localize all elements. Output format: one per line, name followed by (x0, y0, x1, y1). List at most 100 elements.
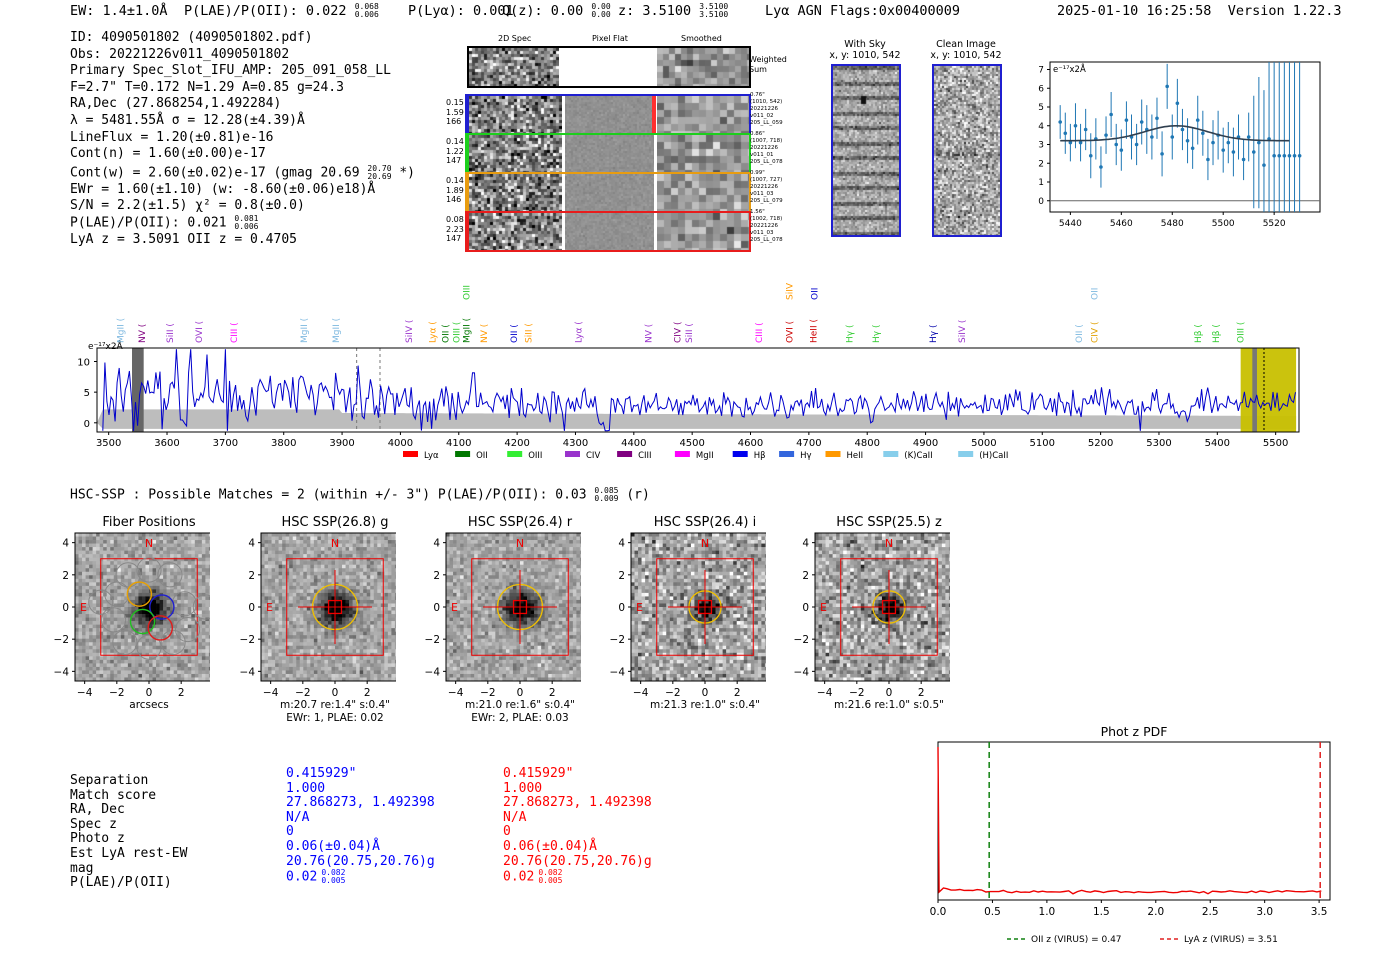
spectrum-line-label: NV ( (138, 324, 148, 343)
legend-swatch (883, 451, 899, 457)
photz-legend-oii: OII z (VIRUS) = 0.47 (1031, 935, 1122, 945)
info-block: ID: 4090501802 (4090501802.pdf) Obs: 202… (70, 30, 415, 249)
legend-swatch (732, 451, 748, 457)
spectrum-trace (102, 349, 1296, 432)
legend-swatch (507, 451, 523, 457)
hsc-xtick-label: −2 (665, 687, 680, 699)
match-label: Match score (70, 787, 157, 803)
fiber-circle (157, 562, 183, 588)
fiber-circle-highlight (149, 594, 175, 620)
spectrum-ytick-label: 5 (84, 388, 90, 399)
hsc-xtick-label: 0 (146, 687, 153, 699)
hsc-cutout-box (840, 558, 938, 656)
match-label: RA, Dec (70, 802, 125, 818)
weighted-smooth-noise (657, 48, 749, 86)
zoom-point (1277, 153, 1282, 158)
spectrum-line-label: CIV ( (673, 322, 683, 343)
cutout-row-values: 0.15 1.59 166 (446, 98, 464, 127)
spectrum-line-label: MgII ( (332, 318, 342, 343)
spectrum-axes (96, 347, 1300, 433)
hsc-panel-title: HSC SSP(25.5) z (836, 515, 942, 530)
info-sn: S/N = 2.2(±1.5) χ² = 0.8(±0.0) (70, 198, 305, 214)
zoom-point (1068, 140, 1073, 145)
zoom-point (1262, 163, 1266, 167)
match-value: 20.76(20.75,20.76)g (286, 853, 435, 869)
spectrum-xtick-label: 4000 (388, 438, 413, 449)
cutout-value: 0.15 (446, 98, 464, 107)
spectrum-line-label: CIII ( (230, 322, 240, 343)
fiber-circle (88, 589, 114, 615)
photz-xtick-label: 2.0 (1147, 906, 1164, 918)
spectrum-line-label: OII (811, 288, 821, 300)
zoom-spectrum-chart: 0 1 2 3 4 5 6 7 5440 5460 5480 5500 5520 e⁻¹⁷x2Å (1038, 61, 1321, 229)
spectrum-xtick-label: 5300 (1146, 438, 1171, 449)
zoom-point (1201, 131, 1205, 136)
cutout-note: 20221226 (750, 106, 778, 112)
weighted-sum-label: Weighted Sum (749, 55, 787, 74)
hsc-xtick-label: −4 (263, 687, 279, 699)
hsc-ytick-label: −2 (425, 634, 440, 646)
spectrum-line-label: OVI ( (786, 321, 796, 343)
spectrum-xtick-label: 3900 (329, 438, 354, 449)
cutout-row-notes: 0.76" (1010, 542) 20221226 v011_02 205_LL_05… (750, 92, 783, 127)
cutout-row-colorbar (465, 172, 468, 213)
zoom-point (1165, 84, 1169, 89)
zoom-point (1287, 153, 1292, 158)
hsc-ytick-label: 4 (802, 538, 809, 550)
hsc-xtick-label: −4 (817, 687, 833, 699)
hsc-ytick-label: 2 (802, 570, 809, 582)
legend-label: (K)CaII (904, 451, 932, 461)
zoom-point (1231, 150, 1236, 154)
zoom-point (1206, 157, 1210, 162)
zoom-point (1088, 153, 1093, 158)
full-spectrum-chart: 0 5 10 3500 3600 3700 3800 3900 4000 4100 4200 4300… (77, 282, 1300, 461)
cutout-row-notes: 1.56" (1002, 718) 20221226 v011_03 205_LL_07… (750, 209, 783, 244)
hsc-xtick-label: 2 (918, 687, 925, 699)
legend-swatch (779, 451, 795, 457)
cutout-row (467, 211, 751, 252)
fiber-circle (115, 562, 141, 588)
zoom-ytick-label: 5 (1038, 103, 1044, 113)
spectrum-xtick-label: 4600 (738, 438, 763, 449)
hsc-ytick-label: 4 (248, 538, 255, 550)
cutout-note: v011_03 (750, 230, 774, 236)
hsc-xtick-label: 2 (549, 687, 556, 699)
info-ewr: EWr = 1.60(±1.10) (w: -8.60(±0.06)e18)Å (70, 181, 376, 197)
match-value: 0.02 0.082 0.005 (286, 868, 346, 886)
zoom-point (1272, 153, 1276, 158)
hsc-panel-title: HSC SSP(26.4) r (468, 515, 573, 530)
header-ew: EW: 1.4±1.0Å (70, 3, 168, 19)
spectrum-line-label: CIII ( (755, 322, 765, 343)
zoom-point (1099, 165, 1103, 169)
zoom-point (1150, 135, 1154, 139)
hsc-ytick-label: 2 (248, 570, 255, 582)
cutout-row-notes: 0.99" (1007, 727) 20221226 v011_03 205_LL_07… (750, 170, 783, 205)
cutout-note: 20221226 (750, 184, 778, 190)
hsc-ytick-label: −4 (54, 666, 70, 678)
compass-north: N (701, 537, 709, 550)
compass-east: E (266, 601, 273, 614)
zoom-point (1155, 116, 1159, 121)
hsc-cutout-box (286, 558, 384, 656)
hsc-caption-2: EWr: 2, PLAE: 0.03 (471, 712, 568, 724)
zoom-point (1226, 140, 1231, 145)
match-value: 0 (286, 824, 294, 840)
weighted-sum-cutout (467, 46, 751, 88)
photz-xtick-label: 1.0 (1039, 906, 1056, 918)
match-value: 1.000 (286, 780, 326, 796)
cutout-value: 147 (446, 234, 462, 243)
photz-title: Phot z PDF (1101, 724, 1168, 739)
spectrum-line-label: SiII ( (685, 323, 695, 343)
header-datetime: 2025-01-10 16:25:58 Version 1.22.3 (1057, 3, 1342, 19)
header-z: z: 3.5100 3.5100 3.5100 (618, 2, 729, 20)
zoom-point (1063, 131, 1068, 136)
cutout-image (657, 135, 749, 172)
zoom-xtick-label: 5460 (1110, 219, 1133, 229)
legend-label: CIII (638, 451, 651, 461)
legend-label: HeII (847, 451, 864, 461)
col-2d-spec: 2D Spec (498, 34, 532, 43)
photz-xtick-label: 2.5 (1202, 906, 1219, 918)
zoom-ytick-label: 7 (1038, 66, 1044, 76)
hsc-ytick-label: 4 (433, 538, 440, 550)
